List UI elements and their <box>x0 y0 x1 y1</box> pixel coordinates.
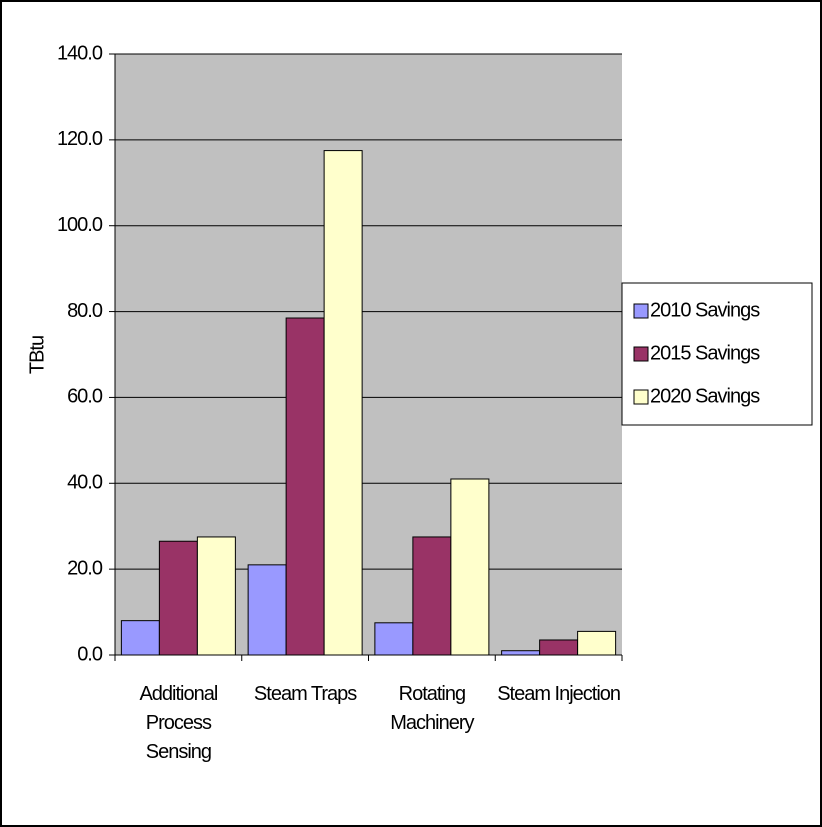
y-tick-label: 0.0 <box>77 643 103 665</box>
legend-swatch <box>633 389 649 405</box>
y-tick-label: 100.0 <box>57 214 103 236</box>
legend-label: 2010 Savings <box>650 299 760 321</box>
bar <box>412 536 452 656</box>
x-tick-label: Additional Process Sensing <box>139 683 218 763</box>
bar <box>285 317 325 656</box>
legend-label: 2020 Savings <box>650 385 760 407</box>
legend-swatch <box>633 303 649 319</box>
y-tick-label: 140.0 <box>57 42 103 64</box>
y-tick-label: 120.0 <box>57 128 103 150</box>
x-tick-label: Steam Traps <box>253 683 357 705</box>
y-tick-label: 40.0 <box>67 472 103 494</box>
bar <box>577 630 617 656</box>
x-tick-label: Steam Injection <box>497 683 621 705</box>
bar <box>196 536 236 656</box>
bar <box>120 620 160 656</box>
bar <box>501 650 541 656</box>
legend-label: 2015 Savings <box>650 342 760 364</box>
y-tick-label: 80.0 <box>67 300 103 322</box>
y-tick-label: 20.0 <box>67 557 103 579</box>
y-axis-label: TBtu <box>26 336 48 374</box>
legend-box <box>621 282 813 426</box>
y-tick-label: 60.0 <box>67 386 103 408</box>
x-tick-label: Rotating Machinery <box>390 683 474 734</box>
bar <box>374 622 414 656</box>
legend-swatch <box>633 346 649 362</box>
bar <box>247 564 287 656</box>
bar <box>323 150 363 656</box>
bar <box>158 540 198 656</box>
bar <box>539 639 579 656</box>
bar <box>450 478 490 656</box>
